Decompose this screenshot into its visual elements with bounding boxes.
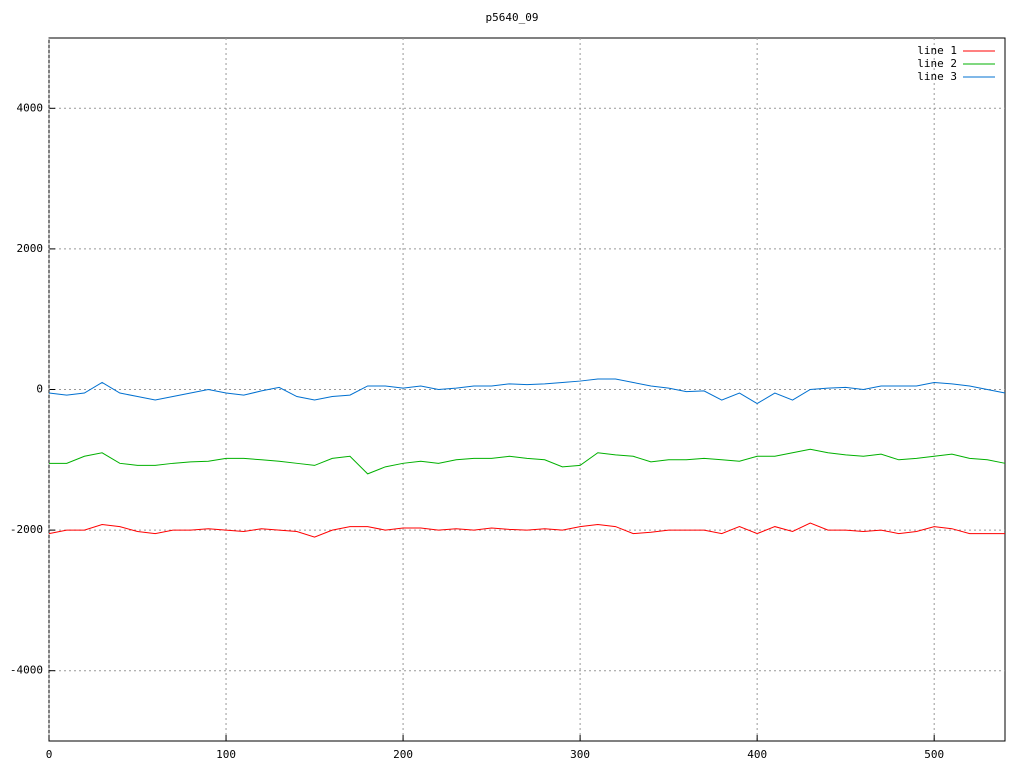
y-tick-label: 4000	[17, 101, 44, 114]
legend-label: line 2	[917, 57, 957, 70]
x-tick-label: 500	[924, 748, 944, 761]
legend-label: line 1	[917, 44, 957, 57]
y-tick-label: -2000	[10, 523, 43, 536]
data-line	[48, 378, 1006, 405]
y-tick-label: 0	[36, 383, 43, 396]
y-tick-label: -4000	[10, 664, 43, 677]
x-tick-label: 0	[46, 748, 53, 761]
y-tick-label: 2000	[17, 242, 44, 255]
chart-title: p5640_09	[486, 11, 539, 24]
x-tick-label: 100	[216, 748, 236, 761]
x-tick-label: 200	[393, 748, 413, 761]
x-tick-label: 400	[747, 748, 767, 761]
legend-label: line 3	[917, 70, 957, 83]
data-line	[48, 522, 1005, 538]
x-tick-label: 300	[570, 748, 590, 761]
data-line	[49, 448, 1006, 475]
